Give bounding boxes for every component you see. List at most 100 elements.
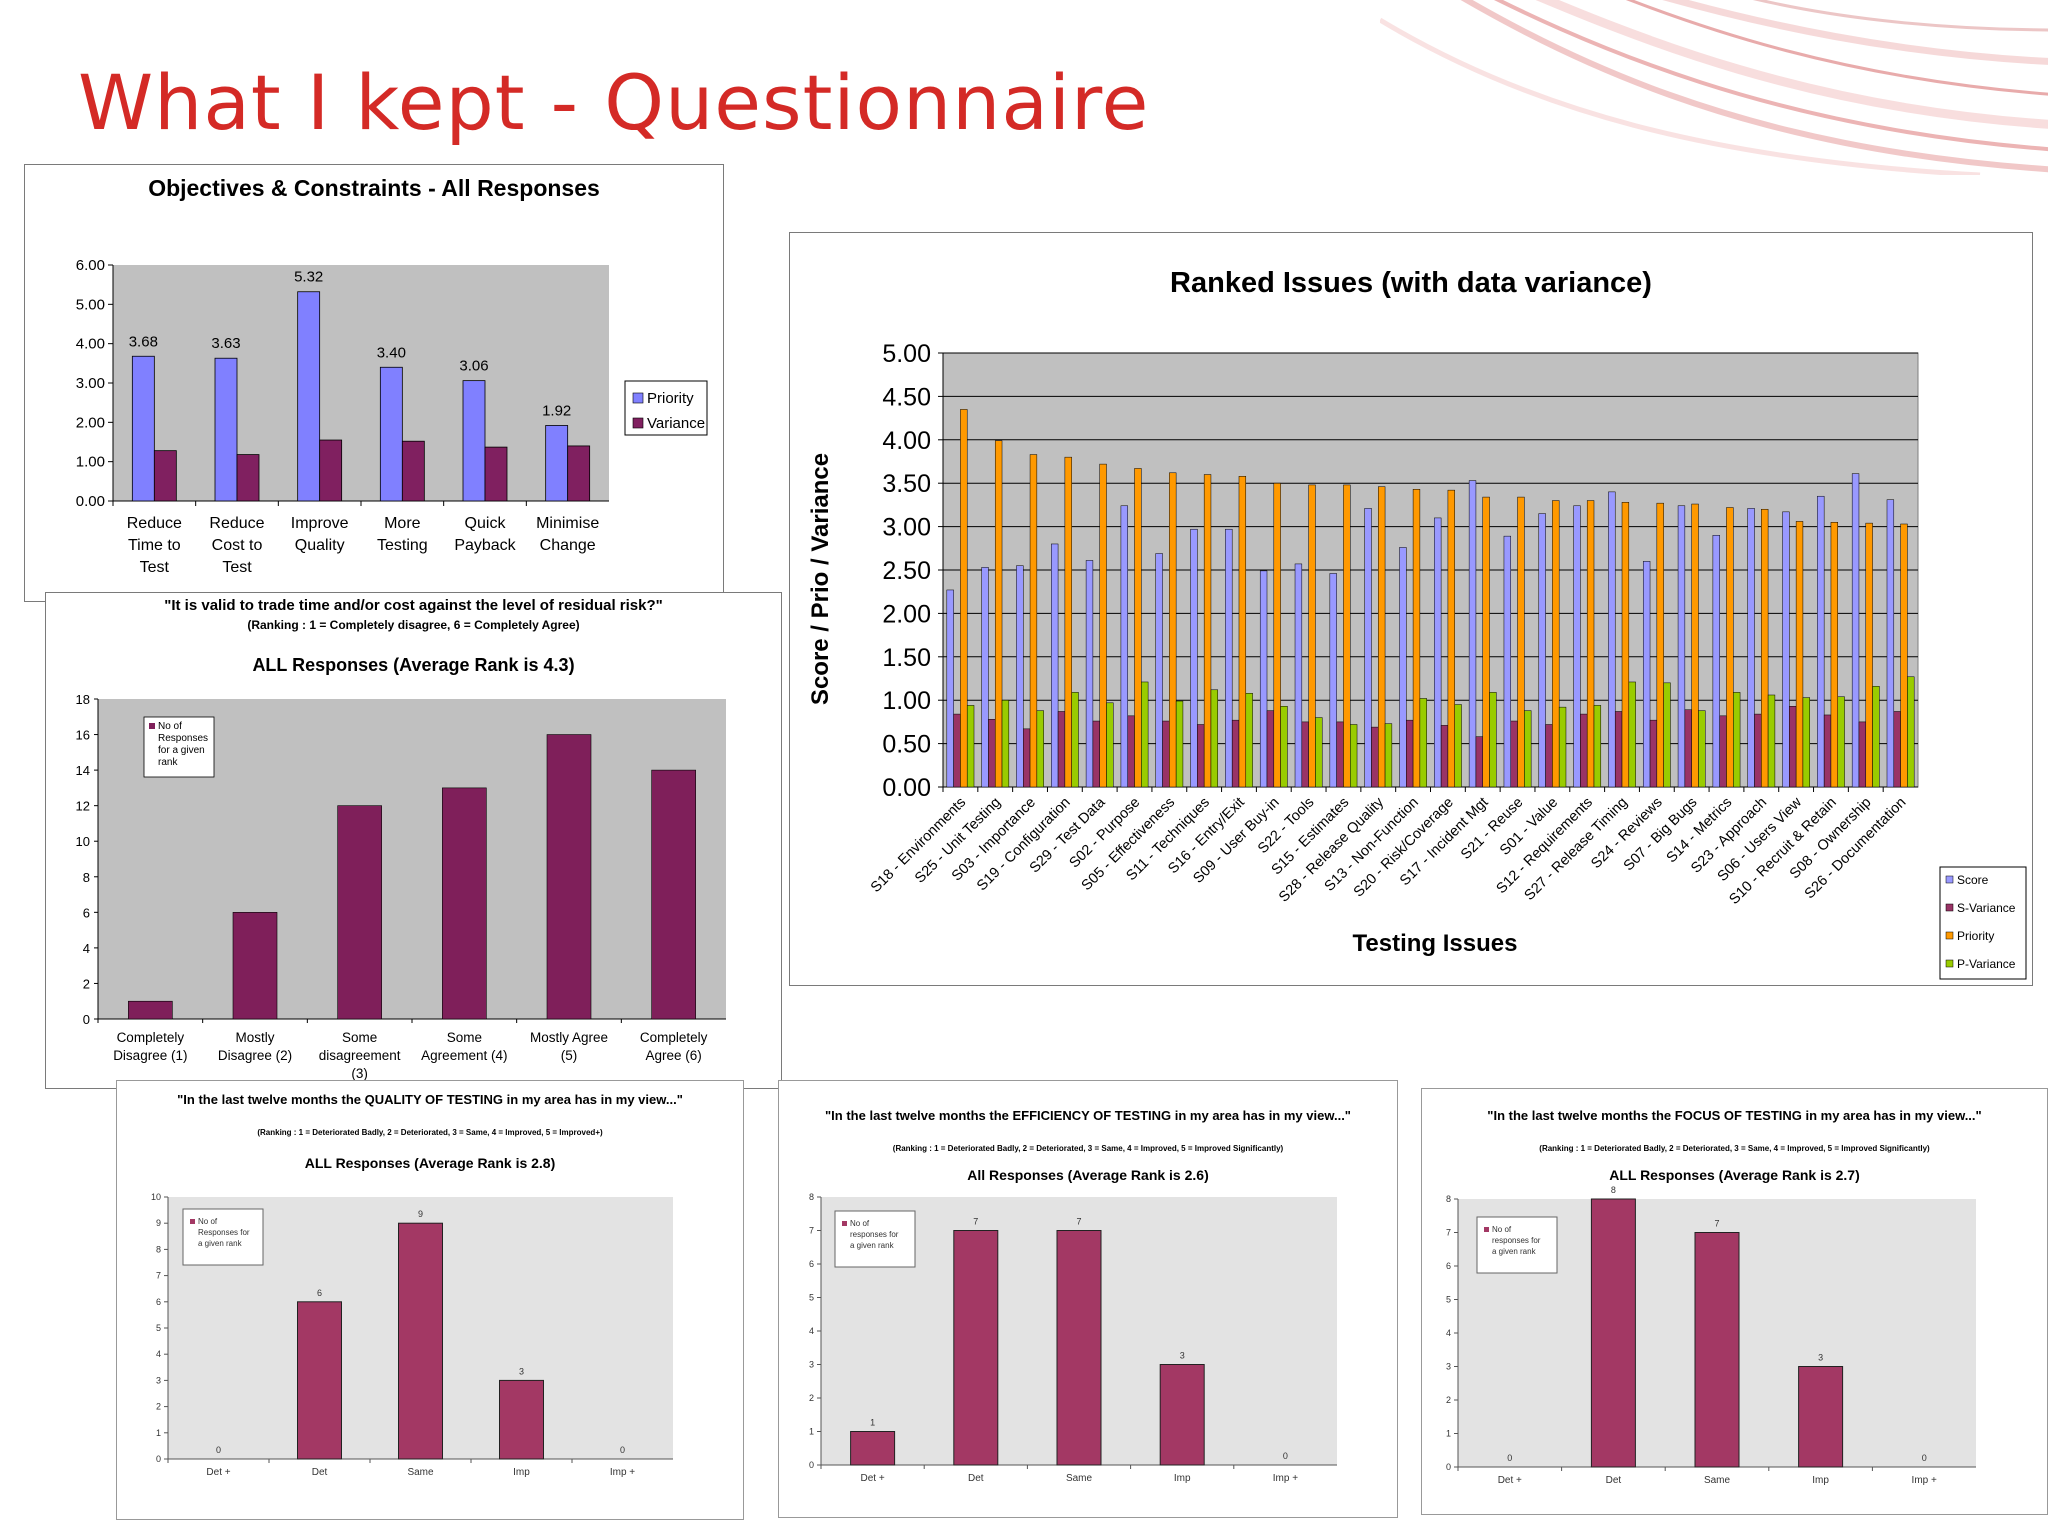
y-tick-label: 4 — [809, 1326, 814, 1336]
bar-priority — [1900, 523, 1908, 788]
bar-score — [1817, 495, 1825, 788]
bar-score — [981, 567, 989, 788]
y-tick-label: 0 — [809, 1460, 814, 1470]
bar-p-variance — [1628, 681, 1636, 788]
y-tick-label: 1 — [809, 1427, 814, 1437]
x-tick-label: Det + — [861, 1473, 885, 1484]
y-tick-label: 4 — [1446, 1328, 1451, 1338]
legend-swatch — [1945, 959, 1954, 968]
bar-p-variance — [1001, 699, 1010, 788]
bar-s-variance — [988, 719, 996, 788]
bar-s-variance — [1023, 728, 1031, 788]
bar-p-variance — [1907, 676, 1915, 788]
bar-priority — [379, 366, 403, 502]
x-tick-label: Testing — [377, 537, 428, 554]
legend-swatch — [1945, 931, 1954, 940]
x-tick-label: Mostly Agree — [530, 1030, 608, 1045]
bar-p-variance — [1698, 710, 1706, 788]
focus-chart-panel: "In the last twelve months the FOCUS OF … — [1421, 1088, 2048, 1515]
trade-off-chart-panel: "It is valid to trade time and/or cost a… — [45, 592, 782, 1089]
legend-label: for a given — [158, 745, 205, 756]
bar-score — [1016, 565, 1024, 788]
y-tick-label: 5.00 — [882, 340, 931, 368]
bar-priority — [1795, 521, 1804, 788]
legend-label: responses for — [850, 1230, 899, 1239]
legend-label: Variance — [647, 415, 705, 432]
bar-score — [1364, 508, 1372, 788]
x-tick-label: Some — [447, 1030, 482, 1045]
bar-score — [1120, 505, 1128, 788]
bar-priority — [1517, 496, 1525, 788]
bar-priority — [960, 409, 968, 788]
y-tick-label: 0 — [156, 1454, 161, 1464]
bar-score — [1190, 528, 1198, 788]
data-label: 7 — [973, 1217, 978, 1227]
x-tick-label: Agree (6) — [646, 1048, 702, 1063]
x-tick-label: Det + — [1498, 1475, 1522, 1486]
legend-label: responses for — [1492, 1236, 1541, 1245]
legend-label: Responses — [158, 733, 208, 744]
data-label: 5.32 — [294, 269, 323, 286]
ranked-issues-chart-panel: Ranked Issues (with data variance) 0.00 0… — [789, 232, 2033, 986]
objectives-chart-panel: Objectives & Constraints - All Responses… — [24, 164, 724, 602]
y-tick-label: 2 — [156, 1402, 161, 1412]
question-text: "In the last twelve months the EFFICIENC… — [825, 1108, 1351, 1123]
bar-p-variance — [1767, 694, 1776, 788]
bar-p-variance — [1106, 702, 1114, 788]
bar-p-variance — [1454, 704, 1462, 788]
bar-p-variance — [1524, 710, 1532, 788]
bar-p-variance — [1872, 686, 1880, 788]
bar-p-variance — [1175, 700, 1184, 788]
bar-s-variance — [1858, 721, 1867, 788]
ranking-scale: (Ranking : 1 = Deteriorated Badly, 2 = D… — [892, 1144, 1284, 1153]
chart-title: All Responses (Average Rank is 2.6) — [967, 1167, 1209, 1183]
bar-p-variance — [1384, 723, 1393, 788]
y-tick-label: 0 — [1446, 1462, 1451, 1472]
y-tick-label: 1 — [156, 1428, 161, 1438]
y-tick-label: 0.50 — [882, 731, 931, 759]
x-tick-label: Same — [1066, 1473, 1093, 1484]
data-label: 1.92 — [542, 402, 571, 419]
y-axis-title: Score / Prio / Variance — [807, 453, 834, 705]
chart-title: ALL Responses (Average Rank is 4.3) — [252, 655, 575, 675]
question-text: "In the last twelve months the QUALITY O… — [177, 1092, 683, 1107]
bar-p-variance — [1593, 705, 1602, 788]
y-tick-label: 7 — [156, 1271, 161, 1281]
data-label: 0 — [1922, 1453, 1927, 1463]
y-tick-label: 14 — [76, 763, 90, 778]
trade-off-chart: 0 2 4 6 8 10 12 14 16 18 Completely Disagree (1) Mos… — [76, 692, 726, 1081]
bar-variance — [153, 450, 177, 502]
x-tick-label: Minimise — [536, 515, 599, 532]
bar-responses — [546, 734, 592, 1020]
x-tick-label: Same — [1704, 1475, 1731, 1486]
legend-label: Score — [1957, 873, 1989, 887]
bar-score — [1886, 499, 1895, 788]
bar-s-variance — [1893, 711, 1901, 788]
x-tick-label: Imp + — [1912, 1475, 1937, 1486]
bar-responses — [1694, 1232, 1740, 1468]
efficiency-chart-panel: "In the last twelve months the EFFICIENC… — [778, 1080, 1398, 1518]
x-tick-label: Reduce — [209, 515, 264, 532]
legend-swatch — [632, 417, 644, 429]
x-tick-label: Test — [222, 559, 252, 576]
x-tick-label: Test — [140, 559, 170, 576]
ranking-scale: (Ranking : 1 = Deteriorated Badly, 2 = D… — [1539, 1144, 1930, 1153]
bar-s-variance — [1823, 714, 1832, 788]
bar-priority — [1064, 456, 1072, 788]
x-tick-label: Some — [342, 1030, 377, 1045]
bar-p-variance — [1733, 692, 1741, 788]
y-tick-label: 0 — [83, 1012, 90, 1027]
bar-score — [1608, 491, 1616, 788]
legend-label: a given rank — [198, 1239, 243, 1248]
bar-priority — [297, 291, 321, 502]
data-label: 8 — [1611, 1185, 1616, 1195]
bar-p-variance — [1280, 706, 1288, 788]
question-text: "It is valid to trade time and/or cost a… — [164, 597, 663, 614]
efficiency-chart: 0 1 2 3 4 5 6 7 8 1 Det + 7 Det 7 Same 3 Imp 0 Imp + No of r… — [809, 1192, 1337, 1484]
bar-responses — [128, 1000, 173, 1020]
y-tick-label: 4.50 — [882, 383, 931, 411]
bar-priority — [1830, 522, 1838, 788]
legend-label: No of — [198, 1217, 218, 1226]
bar-s-variance — [1789, 706, 1797, 788]
bar-priority — [1412, 489, 1421, 788]
